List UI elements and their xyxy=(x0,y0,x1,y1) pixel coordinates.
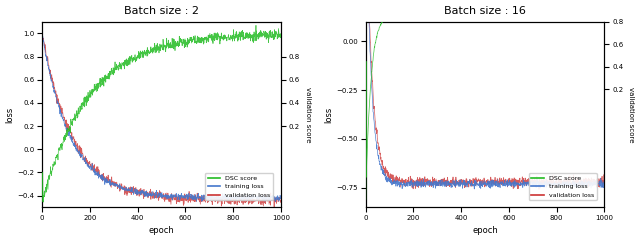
Y-axis label: loss: loss xyxy=(324,107,333,123)
X-axis label: epoch: epoch xyxy=(472,227,498,235)
Legend: DSC score, training loss, validation loss: DSC score, training loss, validation los… xyxy=(529,173,596,201)
Y-axis label: validation score: validation score xyxy=(305,87,311,142)
Title: Batch size : 16: Batch size : 16 xyxy=(444,6,526,16)
Legend: DSC score, training loss, validation loss: DSC score, training loss, validation los… xyxy=(205,173,273,201)
Y-axis label: validation score: validation score xyxy=(628,87,634,142)
Title: Batch size : 2: Batch size : 2 xyxy=(124,6,199,16)
X-axis label: epoch: epoch xyxy=(148,227,174,235)
Y-axis label: loss: loss xyxy=(6,107,15,123)
